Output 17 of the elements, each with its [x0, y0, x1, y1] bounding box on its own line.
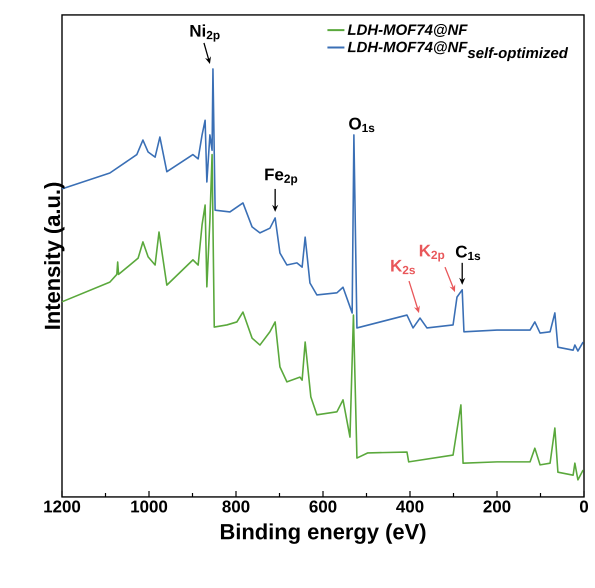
legend-label: $\textit{LDH-MOF74@NF}_{\textit{self-optimized}}$: [348, 41, 568, 62]
x-tick-label: 600: [309, 500, 336, 513]
x-tick-label: 400: [396, 500, 424, 513]
x-axis-title: Binding energy (eV): [220, 523, 426, 544]
legend-label: $\textit{LDH-MOF74@NF}$: [348, 24, 468, 37]
annotation: Fe$_{2p}$: [265, 168, 298, 186]
annotation: Ni$_{2p}$: [190, 24, 220, 42]
annotation: K$_{2p}$: [420, 244, 444, 262]
x-tick-label: 1000: [131, 500, 168, 513]
annotation: K$_{2s}$: [391, 260, 415, 274]
annotation: O$_{1s}$: [349, 118, 374, 132]
y-axis-title: Intensity (a.u.): [44, 182, 64, 329]
annotation: C$_{1s}$: [456, 246, 480, 260]
x-tick-label: 1200: [44, 500, 80, 513]
x-tick-label: 800: [222, 500, 250, 513]
x-tick-label: 0: [580, 500, 588, 513]
x-tick-label: 200: [483, 500, 510, 513]
